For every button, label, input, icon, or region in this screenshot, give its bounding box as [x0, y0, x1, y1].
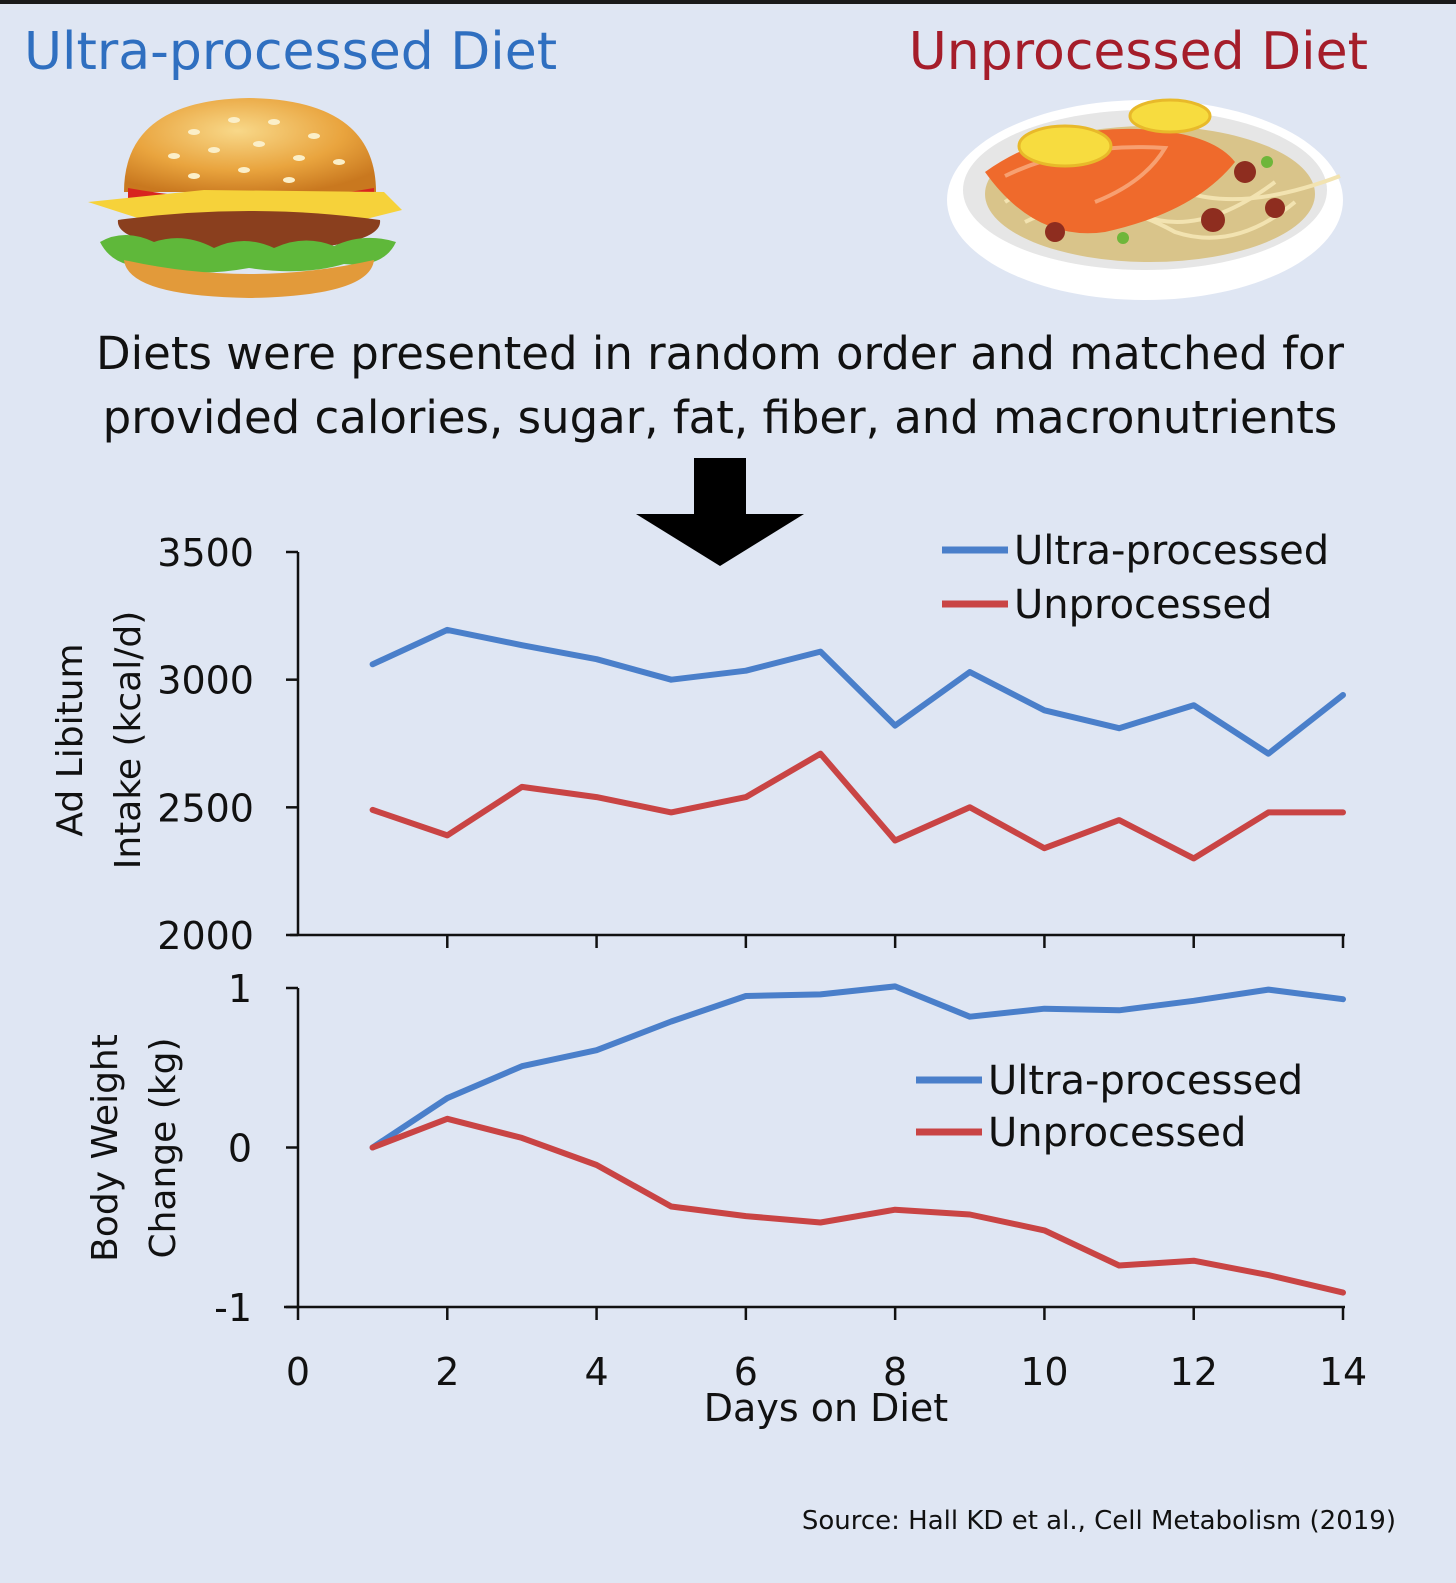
chart-1-y-axis-label: Ad Libitum — [50, 643, 91, 836]
chart-1-y-tick-label: 3500 — [157, 531, 254, 575]
top-border — [0, 0, 1456, 4]
source-citation: Source: Hall KD et al., Cell Metabolism … — [801, 1506, 1396, 1536]
chart-2-x-tick-label: 4 — [584, 1350, 608, 1394]
chart-2-y-tick-label: 0 — [228, 1127, 252, 1171]
chart-1-series-unprocessed-line — [369, 750, 1346, 862]
chart-2-series-unprocessed-line — [369, 1115, 1346, 1296]
chart-2-x-tick-label: 8 — [883, 1350, 907, 1394]
chart-2-x-tick-label: 0 — [286, 1350, 310, 1394]
chart-2-x-tick-label: 6 — [734, 1350, 758, 1394]
chart-1-series-ultra-processed-line — [369, 626, 1346, 757]
chart-2-x-tick-label: 12 — [1170, 1350, 1218, 1394]
chart-1-legend-label: Ultra-processed — [1014, 528, 1329, 574]
chart-2-series-ultra-processed-line — [369, 983, 1346, 1151]
ultra-processed-diet-title: Ultra-processed Diet — [24, 22, 558, 82]
chart-2-x-tick-label: 2 — [435, 1350, 459, 1394]
chart-2-x-tick-label: 10 — [1020, 1350, 1068, 1394]
chart-2-x-axis-label: Days on Diet — [704, 1386, 948, 1430]
chart-2-x-tick-label: 14 — [1319, 1350, 1367, 1394]
chart-2-y-tick-label: -1 — [214, 1286, 252, 1330]
chart-2-y-axis-label: Change (kg) — [143, 1037, 184, 1258]
chart-1-y-tick-label: 2500 — [157, 786, 254, 830]
chart-1-y-tick-label: 2000 — [157, 914, 254, 958]
chart-1-y-tick-label: 3000 — [157, 659, 254, 703]
chart-2-y-tick-label: 1 — [228, 967, 252, 1011]
chart-2-legend-label: Unprocessed — [988, 1110, 1246, 1156]
unprocessed-diet-title: Unprocessed Diet — [908, 22, 1368, 82]
down-arrow-icon — [636, 458, 804, 566]
chart-1-legend-label: Unprocessed — [1014, 582, 1272, 628]
burger-icon — [88, 98, 402, 298]
salmon-plate-icon — [947, 98, 1343, 300]
diet-description: Diets were presented in random order and… — [0, 322, 1440, 450]
chart-2-y-axis-label: Body Weight — [85, 1034, 126, 1262]
diet-description-line-2: provided calories, sugar, fat, fiber, an… — [102, 391, 1338, 444]
diet-description-line-1: Diets were presented in random order and… — [95, 327, 1344, 380]
chart-2-legend-label: Ultra-processed — [988, 1058, 1303, 1104]
chart-1-y-axis-label: Intake (kcal/d) — [108, 611, 149, 870]
